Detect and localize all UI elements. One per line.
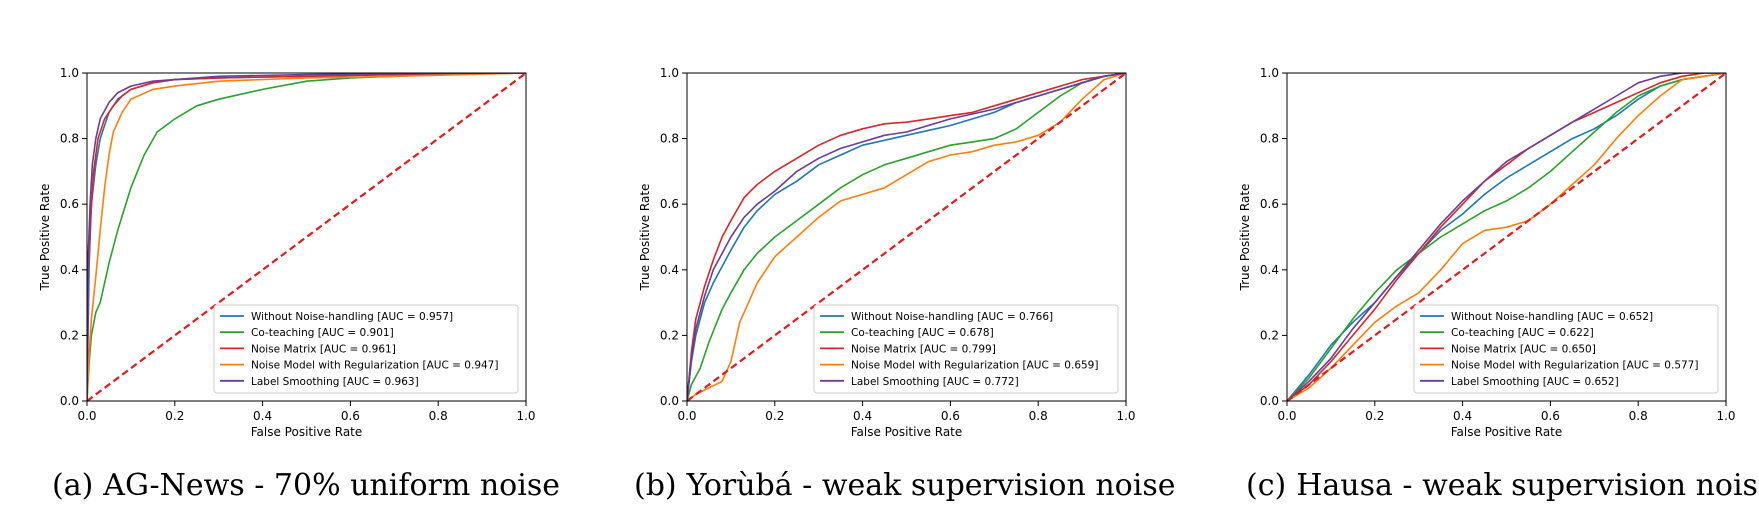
chart-c: 0.00.0 0.2 0.2 0.4 0.4 0.6 0.6 0.8 0.8 1.0 1.0 Fals… xyxy=(1238,66,1736,439)
legend-entry-a-3: Noise Model with Regularization [AUC = 0… xyxy=(251,360,498,372)
y-tick-label-a-1: 0.2 xyxy=(60,328,79,342)
series-line-c-4 xyxy=(1287,73,1726,401)
x-tick-label-c-3: 0.6 xyxy=(1541,409,1560,423)
y-axis-label-c: True Positive Rate xyxy=(1238,184,1252,292)
x-tick-label-a-5: 1.0 xyxy=(516,409,535,423)
legend-entry-c-3: Noise Model with Regularization [AUC = 0… xyxy=(1451,360,1698,372)
axes-frame-c xyxy=(1286,72,1727,402)
x-tick-label-b-0: 0.0 xyxy=(677,409,696,423)
y-tick-label-a-3: 0.6 xyxy=(60,197,79,211)
x-axis-label-a: False Positive Rate xyxy=(251,425,363,439)
diagonal-line-a xyxy=(86,72,527,402)
y-axis-label-b: True Positive Rate xyxy=(638,184,652,292)
series-line-a-2 xyxy=(87,73,526,401)
y-tick-label-b-4: 0.8 xyxy=(660,132,679,146)
x-tick-label-a-1: 0.2 xyxy=(165,409,184,423)
series-line-c-1 xyxy=(1287,73,1726,401)
series-line-b-1 xyxy=(687,73,1126,401)
series-line-a-4 xyxy=(87,73,526,401)
caption-c-label: (c) xyxy=(1246,468,1287,503)
legend-c: Without Noise-handling [AUC = 0.652] Co-t… xyxy=(1413,304,1719,394)
y-tick-label-c-4: 0.8 xyxy=(1260,132,1279,146)
legend-box-a xyxy=(213,304,519,394)
legend-entry-a-2: Noise Matrix [AUC = 0.961] xyxy=(251,343,396,355)
series-line-c-0 xyxy=(1287,73,1726,401)
x-tick-label-a-4: 0.8 xyxy=(429,409,448,423)
legend-entry-c-2: Noise Matrix [AUC = 0.650] xyxy=(1451,343,1596,355)
y-tick-label-c-2: 0.4 xyxy=(1260,263,1279,277)
legend-box-c xyxy=(1413,304,1719,394)
x-tick-label-b-4: 0.8 xyxy=(1029,409,1048,423)
axes-frame-b xyxy=(686,72,1127,402)
x-tick-label-b-5: 1.0 xyxy=(1116,409,1135,423)
y-tick-label-b-3: 0.6 xyxy=(660,197,679,211)
legend-entry-c-0: Without Noise-handling [AUC = 0.652] xyxy=(1451,311,1653,323)
y-tick-label-b-0: 0.0 xyxy=(660,394,679,408)
caption-a-text: AG-News - 70% uniform noise xyxy=(103,468,560,503)
caption-b-label: (b) xyxy=(634,468,677,503)
x-tick-label-b-3: 0.6 xyxy=(941,409,960,423)
legend-b: Without Noise-handling [AUC = 0.766] Co-t… xyxy=(813,304,1119,394)
series-line-b-3 xyxy=(687,73,1126,401)
y-tick-label-c-1: 0.2 xyxy=(1260,328,1279,342)
legend-entry-b-3: Noise Model with Regularization [AUC = 0… xyxy=(851,360,1098,372)
y-axis-label-a: True Positive Rate xyxy=(38,184,52,292)
axes-frame-a xyxy=(86,72,527,402)
legend-entry-b-4: Label Smoothing [AUC = 0.772] xyxy=(851,376,1019,388)
legend-entry-a-1: Co-teaching [AUC = 0.901] xyxy=(251,327,394,339)
series-line-b-2 xyxy=(687,73,1126,401)
x-tick-label-a-3: 0.6 xyxy=(341,409,360,423)
y-tick-label-a-0: 0.0 xyxy=(60,394,79,408)
x-tick-label-c-4: 0.8 xyxy=(1629,409,1648,423)
diagonal-line-b xyxy=(686,72,1127,402)
legend-a: Without Noise-handling [AUC = 0.957] Co-t… xyxy=(213,304,519,394)
y-tick-label-c-0: 0.0 xyxy=(1260,394,1279,408)
y-tick-label-b-5: 1.0 xyxy=(660,66,679,80)
caption-c: (c) Hausa - weak supervision noise xyxy=(1246,466,1759,506)
series-line-c-3 xyxy=(1287,73,1726,401)
x-tick-label-c-5: 1.0 xyxy=(1716,409,1735,423)
y-tick-label-b-2: 0.4 xyxy=(660,263,679,277)
x-axis-label-c: False Positive Rate xyxy=(1451,425,1563,439)
legend-entry-a-4: Label Smoothing [AUC = 0.963] xyxy=(251,376,419,388)
caption-b: (b) Yorùbá - weak supervision noise xyxy=(634,466,1175,506)
caption-b-text: Yorùbá - weak supervision noise xyxy=(686,468,1176,503)
x-tick-label-a-2: 0.4 xyxy=(253,409,272,423)
legend-entry-c-1: Co-teaching [AUC = 0.622] xyxy=(1451,327,1594,339)
series-line-c-2 xyxy=(1287,73,1726,401)
x-tick-label-b-2: 0.4 xyxy=(853,409,872,423)
x-tick-label-c-1: 0.2 xyxy=(1365,409,1384,423)
legend-box-b xyxy=(813,304,1119,394)
y-tick-label-b-1: 0.2 xyxy=(660,328,679,342)
y-tick-label-a-5: 1.0 xyxy=(60,66,79,80)
series-line-a-3 xyxy=(87,73,526,401)
diagonal-line-c xyxy=(1286,72,1727,402)
legend-entry-a-0: Without Noise-handling [AUC = 0.957] xyxy=(251,311,453,323)
caption-c-text: Hausa - weak supervision noise xyxy=(1296,468,1759,503)
series-line-a-1 xyxy=(87,73,526,401)
chart-b: 0.00.0 0.2 0.2 0.4 0.4 0.6 0.6 0.8 0.8 1.0 1.0 Fals… xyxy=(638,66,1136,439)
legend-entry-b-0: Without Noise-handling [AUC = 0.766] xyxy=(851,311,1053,323)
chart-a: 0.00.0 0.2 0.2 0.4 0.4 0.6 0.6 0.8 0.8 1.0 1.0 Fals… xyxy=(38,66,536,439)
x-tick-label-a-0: 0.0 xyxy=(77,409,96,423)
legend-entry-c-4: Label Smoothing [AUC = 0.652] xyxy=(1451,376,1619,388)
y-tick-label-c-5: 1.0 xyxy=(1260,66,1279,80)
y-tick-label-c-3: 0.6 xyxy=(1260,197,1279,211)
legend-entry-b-2: Noise Matrix [AUC = 0.799] xyxy=(851,343,996,355)
y-tick-label-a-4: 0.8 xyxy=(60,132,79,146)
x-tick-label-b-1: 0.2 xyxy=(765,409,784,423)
y-tick-label-a-2: 0.4 xyxy=(60,263,79,277)
x-tick-label-c-0: 0.0 xyxy=(1277,409,1296,423)
x-tick-label-c-2: 0.4 xyxy=(1453,409,1472,423)
series-line-b-4 xyxy=(687,73,1126,401)
caption-a: (a) AG-News - 70% uniform noise xyxy=(52,466,560,506)
legend-entry-b-1: Co-teaching [AUC = 0.678] xyxy=(851,327,994,339)
x-axis-label-b: False Positive Rate xyxy=(851,425,963,439)
caption-a-label: (a) xyxy=(52,468,94,503)
